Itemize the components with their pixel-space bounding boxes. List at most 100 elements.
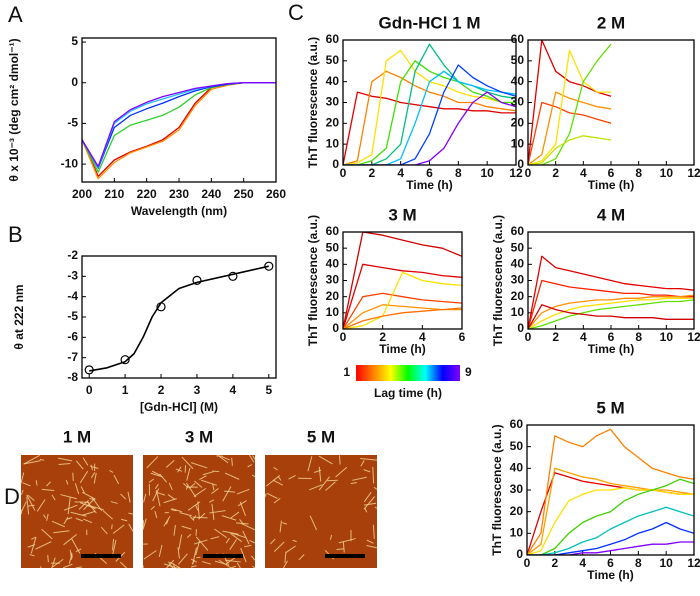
fibril — [342, 541, 345, 553]
fibril — [27, 504, 35, 507]
fibril — [67, 497, 71, 515]
fibril — [224, 490, 236, 493]
x-tick-label: 220 — [137, 187, 157, 201]
fibril — [336, 548, 345, 550]
fibril — [90, 465, 99, 469]
y-tick-label: 40 — [511, 74, 525, 88]
y-tick-label: 30 — [511, 95, 525, 109]
trace — [528, 135, 612, 165]
fibril — [252, 455, 256, 460]
y-tick-label: -8 — [67, 370, 78, 384]
x-tick-label: 6 — [426, 166, 433, 180]
trace — [82, 82, 276, 168]
trace — [343, 91, 516, 165]
x-tick-label: 12 — [509, 166, 523, 180]
fibril — [83, 518, 93, 524]
fibril — [231, 532, 246, 539]
fibril — [186, 467, 191, 481]
fibril — [190, 462, 208, 469]
fibril — [53, 530, 70, 534]
fibril — [100, 526, 108, 535]
y-tick-label: 20 — [511, 289, 525, 303]
x-tick-label: 240 — [201, 187, 221, 201]
trace — [528, 279, 694, 329]
trace — [527, 428, 694, 555]
fibril — [112, 538, 115, 551]
x-tick-label: 8 — [635, 166, 642, 180]
trace — [343, 304, 462, 329]
plot-frame — [81, 255, 277, 379]
y-tick-label: 50 — [510, 439, 524, 453]
x-tick-label: 2 — [551, 556, 558, 570]
fibril — [143, 493, 147, 503]
x-axis-label: Wavelength (nm) — [131, 204, 227, 218]
fibril — [222, 530, 239, 535]
x-tick-label: 5 — [265, 383, 272, 397]
x-tick-label: 8 — [635, 556, 642, 570]
fibril — [366, 539, 374, 544]
trace — [343, 60, 516, 165]
y-tick-label: 0 — [332, 321, 339, 335]
trace — [528, 299, 694, 329]
fibril — [154, 510, 158, 519]
fibril — [210, 536, 220, 540]
fibril — [35, 541, 52, 550]
fibril — [329, 534, 333, 540]
fibril — [82, 457, 89, 466]
fibril — [102, 510, 113, 520]
fibril — [266, 492, 278, 499]
trace — [343, 70, 516, 165]
fibril — [181, 456, 194, 470]
fibril — [66, 517, 73, 520]
x-tick-label: 4 — [580, 330, 587, 344]
fibril — [283, 560, 288, 569]
y-tick-label: 20 — [511, 116, 525, 130]
fibril — [230, 565, 236, 569]
fibril — [109, 470, 114, 473]
trace — [527, 506, 694, 555]
fibril — [50, 558, 64, 569]
y-tick-label: 30 — [326, 95, 340, 109]
y-tick-label: 10 — [510, 526, 524, 540]
x-tick-label: 250 — [234, 187, 254, 201]
series-group — [528, 255, 694, 329]
fibril — [225, 559, 241, 563]
x-tick-label: 0 — [525, 330, 532, 344]
fibril — [251, 474, 256, 478]
fibril — [91, 496, 103, 512]
fibril — [199, 475, 207, 481]
x-tick-label: 6 — [608, 330, 615, 344]
fibril — [241, 523, 256, 531]
trace — [528, 101, 612, 165]
y-tick-label: -5 — [67, 309, 78, 323]
fibril — [29, 554, 35, 557]
y-tick-label: 60 — [511, 32, 525, 46]
fibril — [41, 528, 53, 540]
fibril — [224, 472, 240, 480]
fibril — [70, 552, 73, 558]
fibril — [146, 456, 159, 469]
fibril — [51, 557, 56, 567]
panel-label: C — [288, 0, 304, 25]
y-tick-label: -3 — [67, 269, 78, 283]
fibril — [251, 555, 256, 561]
x-tick-label: 10 — [659, 556, 673, 570]
fibril — [327, 479, 338, 482]
y-tick-label: -4 — [67, 289, 78, 303]
fibril — [360, 460, 365, 467]
colorbar — [356, 365, 460, 381]
fibril — [70, 511, 87, 517]
series-group — [527, 428, 694, 555]
series-group — [343, 232, 462, 329]
fibril — [221, 456, 230, 461]
fibril — [374, 506, 378, 509]
x-tick-label: 4 — [579, 556, 586, 570]
y-tick-label: -7 — [67, 350, 78, 364]
fibril — [119, 561, 127, 569]
fibril — [168, 482, 173, 491]
x-axis-label: Time (h) — [379, 342, 425, 356]
fibril — [39, 458, 45, 461]
fibril — [363, 496, 376, 510]
chart: 0 1 2 3 4 5 -2 -3 -4 -5 -6 -7 -8 [Gdn-HCl] (M) θ at 22… — [12, 248, 277, 414]
